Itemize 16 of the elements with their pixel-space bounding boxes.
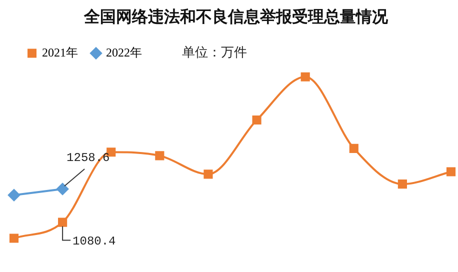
- point: [58, 218, 68, 227]
- point: [56, 183, 69, 196]
- point: [252, 115, 262, 125]
- point: [8, 189, 20, 202]
- point: [446, 167, 456, 176]
- point: [398, 180, 407, 189]
- point: [9, 234, 19, 243]
- point: [204, 170, 213, 179]
- point: [300, 72, 310, 82]
- text: 单位：万件: [182, 46, 247, 61]
- legend-label: 2021年: [42, 45, 78, 60]
- point: [349, 144, 358, 153]
- point: [155, 151, 164, 160]
- data-label: 1080.4: [72, 234, 116, 248]
- chart-title: 全国网络违法和不良信息举报受理总量情况: [83, 6, 389, 26]
- legend-label: 2022年: [106, 45, 142, 60]
